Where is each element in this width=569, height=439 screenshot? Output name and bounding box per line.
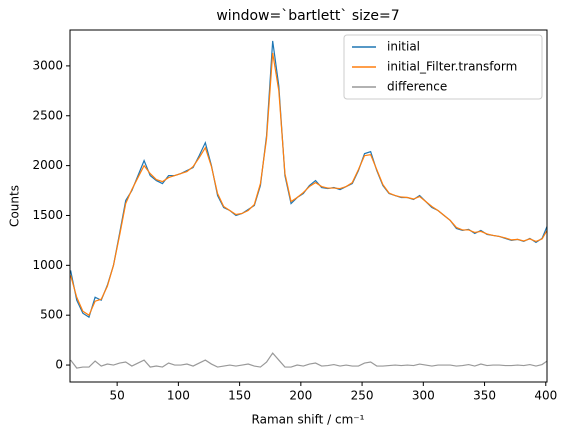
x-tick-label: 400 bbox=[534, 389, 557, 403]
legend-box bbox=[343, 34, 543, 100]
y-tick-label: 3000 bbox=[32, 58, 63, 72]
data-line bbox=[70, 352, 548, 369]
x-axis-label: Raman shift / cm⁻¹ bbox=[252, 413, 365, 427]
legend-label: initial_Filter.transform bbox=[387, 60, 517, 74]
x-tick-label: 50 bbox=[110, 389, 125, 403]
x-tick-label: 300 bbox=[412, 389, 435, 403]
y-tick-label: 500 bbox=[40, 308, 63, 322]
x-tick-label: 200 bbox=[289, 389, 312, 403]
chart-title: window=`bartlett` size=7 bbox=[216, 8, 399, 24]
plot-frame bbox=[69, 29, 548, 383]
y-tick-label: 2500 bbox=[32, 108, 63, 122]
legend-label: initial bbox=[387, 40, 420, 54]
y-tick-label: 1000 bbox=[32, 258, 63, 272]
y-axis-label: Counts bbox=[8, 185, 22, 227]
y-tick-label: 1500 bbox=[32, 208, 63, 222]
data-line bbox=[70, 52, 548, 317]
x-tick-label: 150 bbox=[228, 389, 251, 403]
y-tick-label: 2000 bbox=[32, 158, 63, 172]
x-tick-label: 350 bbox=[473, 389, 496, 403]
x-tick-label: 100 bbox=[167, 389, 190, 403]
legend-label: difference bbox=[387, 80, 447, 94]
y-tick-label: 0 bbox=[55, 358, 63, 372]
x-tick-label: 250 bbox=[351, 389, 374, 403]
